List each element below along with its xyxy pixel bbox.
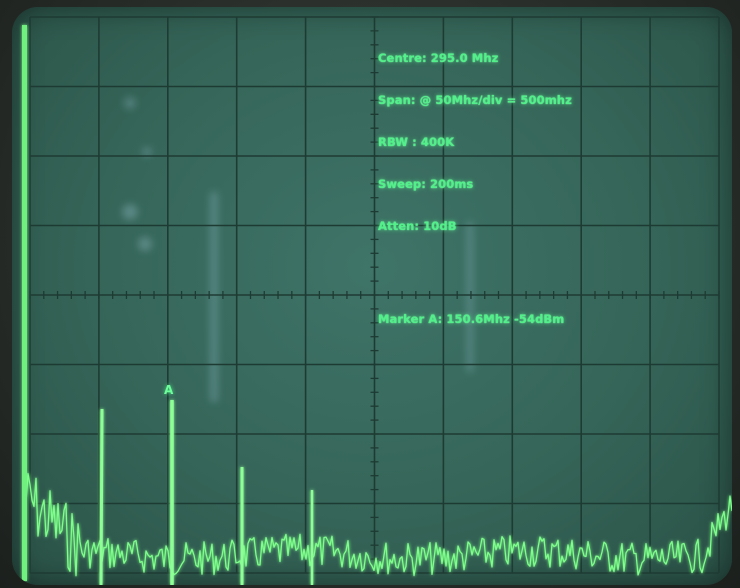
peak-1 [99,408,104,585]
sweep-setting: Sweep: 200ms [378,177,474,191]
marker-readout: Marker A: 150.6Mhz -54dBm [378,312,565,326]
attenuation-setting: Atten: 10dB [378,219,457,233]
zero-span-spike [22,25,27,581]
analyzer-readout: Centre: 295.0 Mhz Span: @ 50Mhz/div = 50… [378,23,572,354]
spectrum-analyzer-screen: Centre: 295.0 Mhz Span: @ 50Mhz/div = 50… [12,7,732,585]
marker-a-label: A [164,383,174,397]
spectrum-display [22,16,732,585]
spectrum-trace [22,25,732,585]
noise-floor-trace [23,473,732,577]
screen-reflections [122,97,473,402]
graticule [29,16,720,574]
rbw-setting: RBW : 400K [378,135,455,149]
span-setting: Span: @ 50Mhz/div = 500mhz [378,93,572,107]
centre-frequency: Centre: 295.0 Mhz [378,51,499,65]
